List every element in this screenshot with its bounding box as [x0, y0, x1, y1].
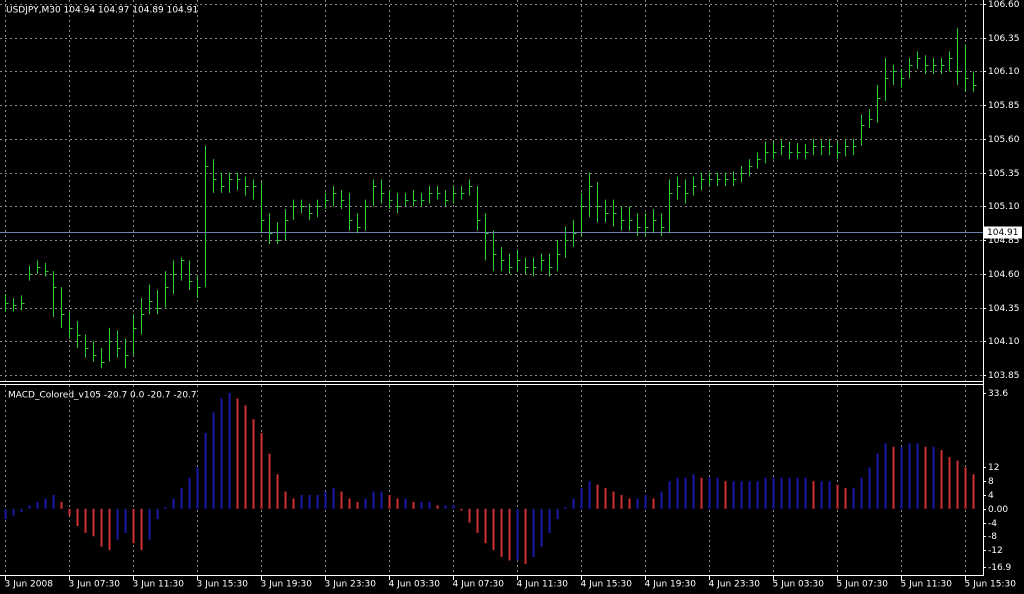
- y-tick-label: 4: [988, 491, 994, 501]
- y-tick-label: 104.85: [988, 236, 1020, 246]
- chart-title: USDJPY,M30 104.94 104.97 104.89 104.91: [6, 6, 198, 16]
- x-tick-label: 5 Jun 03:30: [773, 580, 825, 590]
- y-tick-label: 106.60: [988, 0, 1020, 10]
- bid-label: 104.91: [987, 228, 1019, 238]
- bid-label-box: [984, 226, 1022, 239]
- x-tick-label: 4 Jun 15:30: [581, 580, 633, 590]
- x-tick-label: 3 Jun 11:30: [133, 580, 185, 590]
- y-tick-label: 104.60: [988, 270, 1020, 280]
- x-tick-label: 4 Jun 03:30: [389, 580, 441, 590]
- y-tick-label: 104.35: [988, 304, 1020, 314]
- y-tick-label: 104.10: [988, 337, 1020, 347]
- y-tick-label: 33.6: [988, 389, 1008, 399]
- y-tick-label: -12: [988, 546, 1003, 556]
- x-tick-label: 5 Jun 11:30: [901, 580, 953, 590]
- x-tick-label: 3 Jun 15:30: [197, 580, 249, 590]
- x-tick-label: 4 Jun 07:30: [453, 580, 505, 590]
- x-tick-label: 4 Jun 11:30: [517, 580, 569, 590]
- x-tick-label: 4 Jun 19:30: [645, 580, 697, 590]
- y-tick-label: 106.10: [988, 67, 1020, 77]
- x-tick-label: 3 Jun 23:30: [325, 580, 377, 590]
- y-tick-label: 0.00: [988, 505, 1008, 515]
- y-tick-label: -16.9: [988, 563, 1012, 573]
- x-tick-label: 3 Jun 19:30: [261, 580, 313, 590]
- y-tick-label: 105.85: [988, 101, 1020, 111]
- x-tick-label: 3 Jun 07:30: [69, 580, 121, 590]
- y-tick-label: 103.85: [988, 371, 1020, 381]
- y-tick-label: 8: [988, 477, 994, 487]
- y-tick-label: 105.35: [988, 169, 1020, 179]
- y-tick-label: 105.60: [988, 135, 1020, 145]
- x-tick-label: 4 Jun 23:30: [709, 580, 761, 590]
- y-tick-label: 106.35: [988, 34, 1020, 44]
- y-tick-label: -4: [988, 519, 997, 529]
- y-tick-label: 105.10: [988, 202, 1020, 212]
- x-tick-label: 3 Jun 2008: [5, 580, 54, 590]
- x-tick-label: 5 Jun 07:30: [837, 580, 889, 590]
- y-tick-label: -8: [988, 532, 997, 542]
- x-tick-label: 5 Jun 15:30: [965, 580, 1017, 590]
- y-tick-label: 12: [988, 463, 999, 473]
- indicator-title: MACD_Colored_v105 -20.7 0.0 -20.7 -20.7: [8, 391, 197, 401]
